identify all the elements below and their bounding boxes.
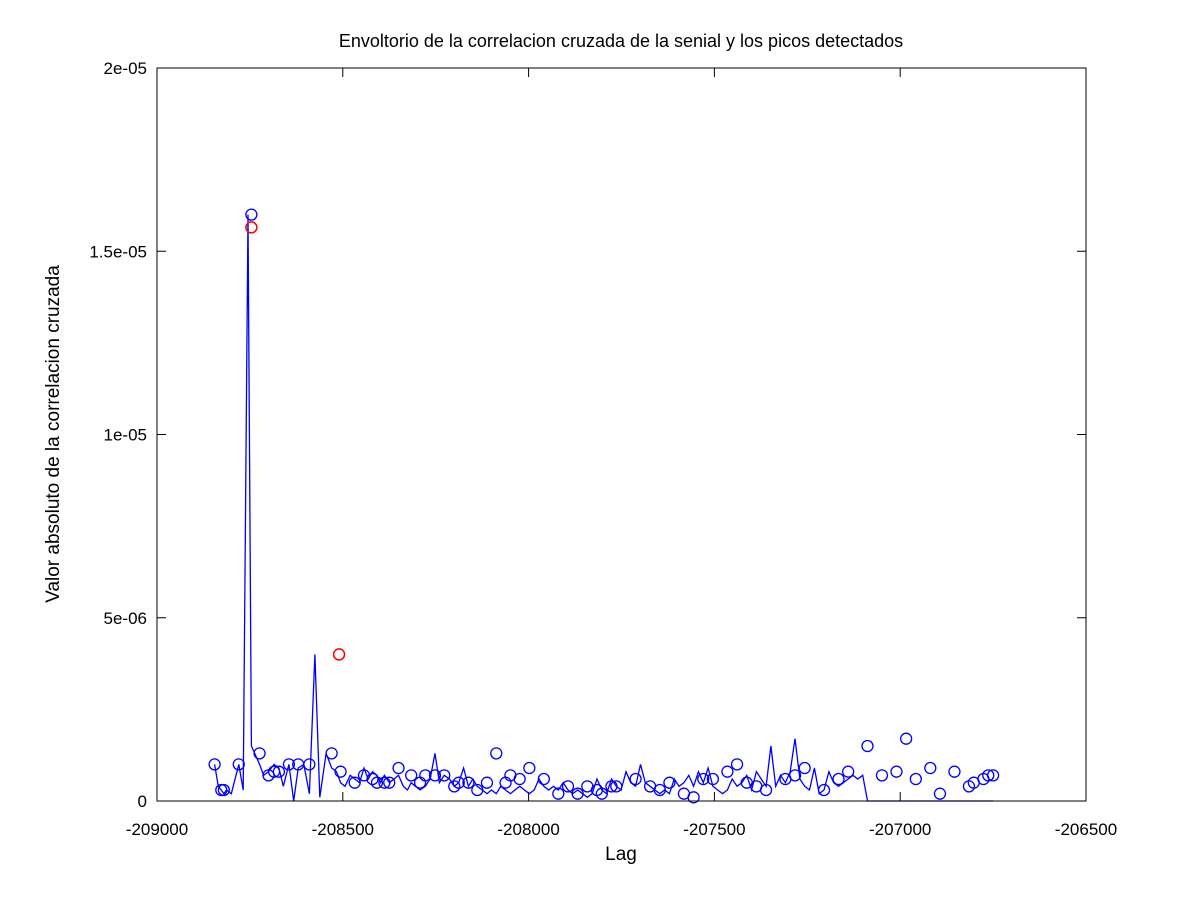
peak-marker [357, 769, 371, 782]
peak-marker [303, 758, 316, 771]
peak-marker [948, 765, 961, 778]
peak-marker [595, 787, 608, 800]
peak-marker [366, 772, 379, 786]
peak-marker [392, 761, 405, 775]
peak-marker [653, 783, 666, 797]
peak-marker [334, 765, 347, 778]
y-tick-label: 2e-05 [104, 59, 147, 78]
peak-marker [861, 739, 874, 753]
peak-marker [428, 769, 442, 782]
peak-marker [462, 776, 475, 789]
peak-marker [730, 758, 744, 771]
peak-marker [282, 758, 296, 771]
peak-marker [687, 791, 700, 804]
peak-marker [383, 776, 396, 789]
peak-marker [933, 787, 947, 800]
peak-marker [232, 758, 245, 771]
x-axis-ticks: -209000 -208500 -208000 -207500 -207000 -2065… [126, 68, 1117, 839]
peak-marker [405, 769, 418, 782]
series-line [213, 214, 994, 802]
peak-marker [490, 747, 503, 760]
peak-markers [208, 208, 1000, 804]
peak-marker [370, 776, 384, 789]
x-tick-label: -207500 [683, 820, 745, 839]
detected-peak-marker [245, 221, 258, 234]
peak-marker [610, 780, 623, 793]
peak-marker [663, 776, 676, 789]
peak-marker [986, 769, 1000, 782]
peak-marker [788, 769, 802, 782]
x-tick-label: -209000 [126, 820, 188, 839]
peak-marker [513, 772, 526, 786]
peak-marker [325, 747, 338, 760]
peak-marker [452, 776, 465, 789]
detected-peak-markers [245, 221, 346, 661]
peak-marker [253, 747, 266, 760]
peak-marker [706, 772, 720, 786]
peak-marker [348, 776, 361, 789]
x-tick-label: -207000 [869, 820, 931, 839]
peak-marker [523, 761, 536, 775]
peak-marker [378, 776, 391, 789]
x-axis-label: Lag [605, 844, 637, 865]
x-tick-label: -206500 [1055, 820, 1117, 839]
peak-marker [890, 765, 903, 778]
peak-marker [817, 783, 831, 797]
peak-marker [832, 772, 845, 786]
peak-marker [875, 769, 889, 782]
peak-marker [419, 769, 432, 782]
peak-marker [208, 758, 221, 771]
peak-marker [798, 761, 811, 775]
x-tick-label: -208500 [312, 820, 374, 839]
y-tick-label: 5e-06 [104, 609, 147, 628]
peak-marker [924, 761, 937, 775]
detected-peak-marker [332, 648, 346, 661]
peak-marker [448, 780, 461, 793]
peak-marker [629, 772, 642, 786]
chart-title: Envoltorio de la correlacion cruzada de … [339, 31, 903, 51]
peak-marker [605, 780, 618, 793]
y-tick-label: 0 [138, 792, 147, 811]
peak-marker [899, 732, 913, 745]
peak-marker [245, 208, 258, 221]
peak-marker [759, 783, 773, 797]
plot-background [157, 68, 1086, 801]
peak-marker [909, 772, 922, 786]
peak-marker [842, 765, 855, 778]
peak-marker [480, 776, 494, 789]
x-tick-label: -208000 [497, 820, 559, 839]
peak-marker [267, 765, 281, 778]
peak-marker [272, 765, 286, 778]
peak-marker [697, 772, 710, 786]
y-axis-label: Valor absoluto de la correlacion cruzada [43, 265, 64, 603]
peak-marker [571, 787, 584, 800]
y-tick-label: 1e-05 [104, 426, 147, 445]
y-tick-label: 1.5e-05 [89, 242, 147, 261]
peak-marker [721, 765, 734, 778]
peak-marker [537, 772, 550, 786]
peak-marker [471, 783, 484, 797]
peak-marker [217, 783, 231, 797]
peak-marker [561, 780, 575, 793]
peak-marker [552, 787, 565, 800]
plot-frame [156, 67, 1087, 802]
peak-marker [982, 769, 995, 782]
peak-marker [438, 769, 451, 782]
